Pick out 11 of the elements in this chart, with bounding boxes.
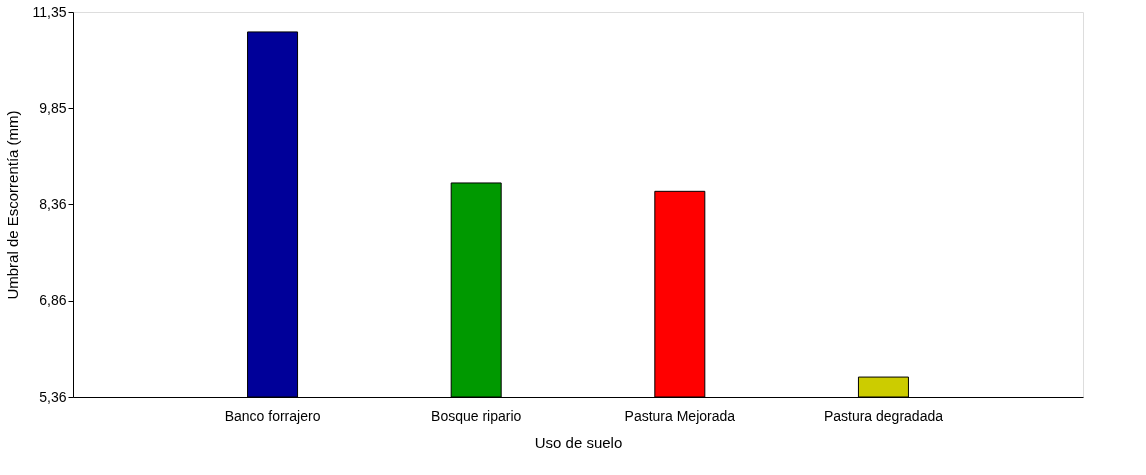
x-tick-label: Bosque ripario	[431, 407, 522, 424]
y-axis-title: Umbral de Escorrentía (mm)	[3, 110, 21, 300]
x-tick-label: Pastura degradada	[823, 407, 944, 424]
x-tick-label: Banco forrajero	[224, 407, 321, 424]
y-tick-label: 8,36	[39, 195, 67, 212]
y-tick-label: 5,36	[39, 388, 67, 405]
x-tick-label: Pastura Mejorada	[624, 407, 736, 424]
y-tick-label: 9,85	[39, 99, 67, 116]
x-axis-title: Uso de suelo	[534, 433, 623, 451]
y-tick-label: 11,35	[32, 3, 67, 20]
y-tick-label: 6,86	[39, 292, 67, 309]
